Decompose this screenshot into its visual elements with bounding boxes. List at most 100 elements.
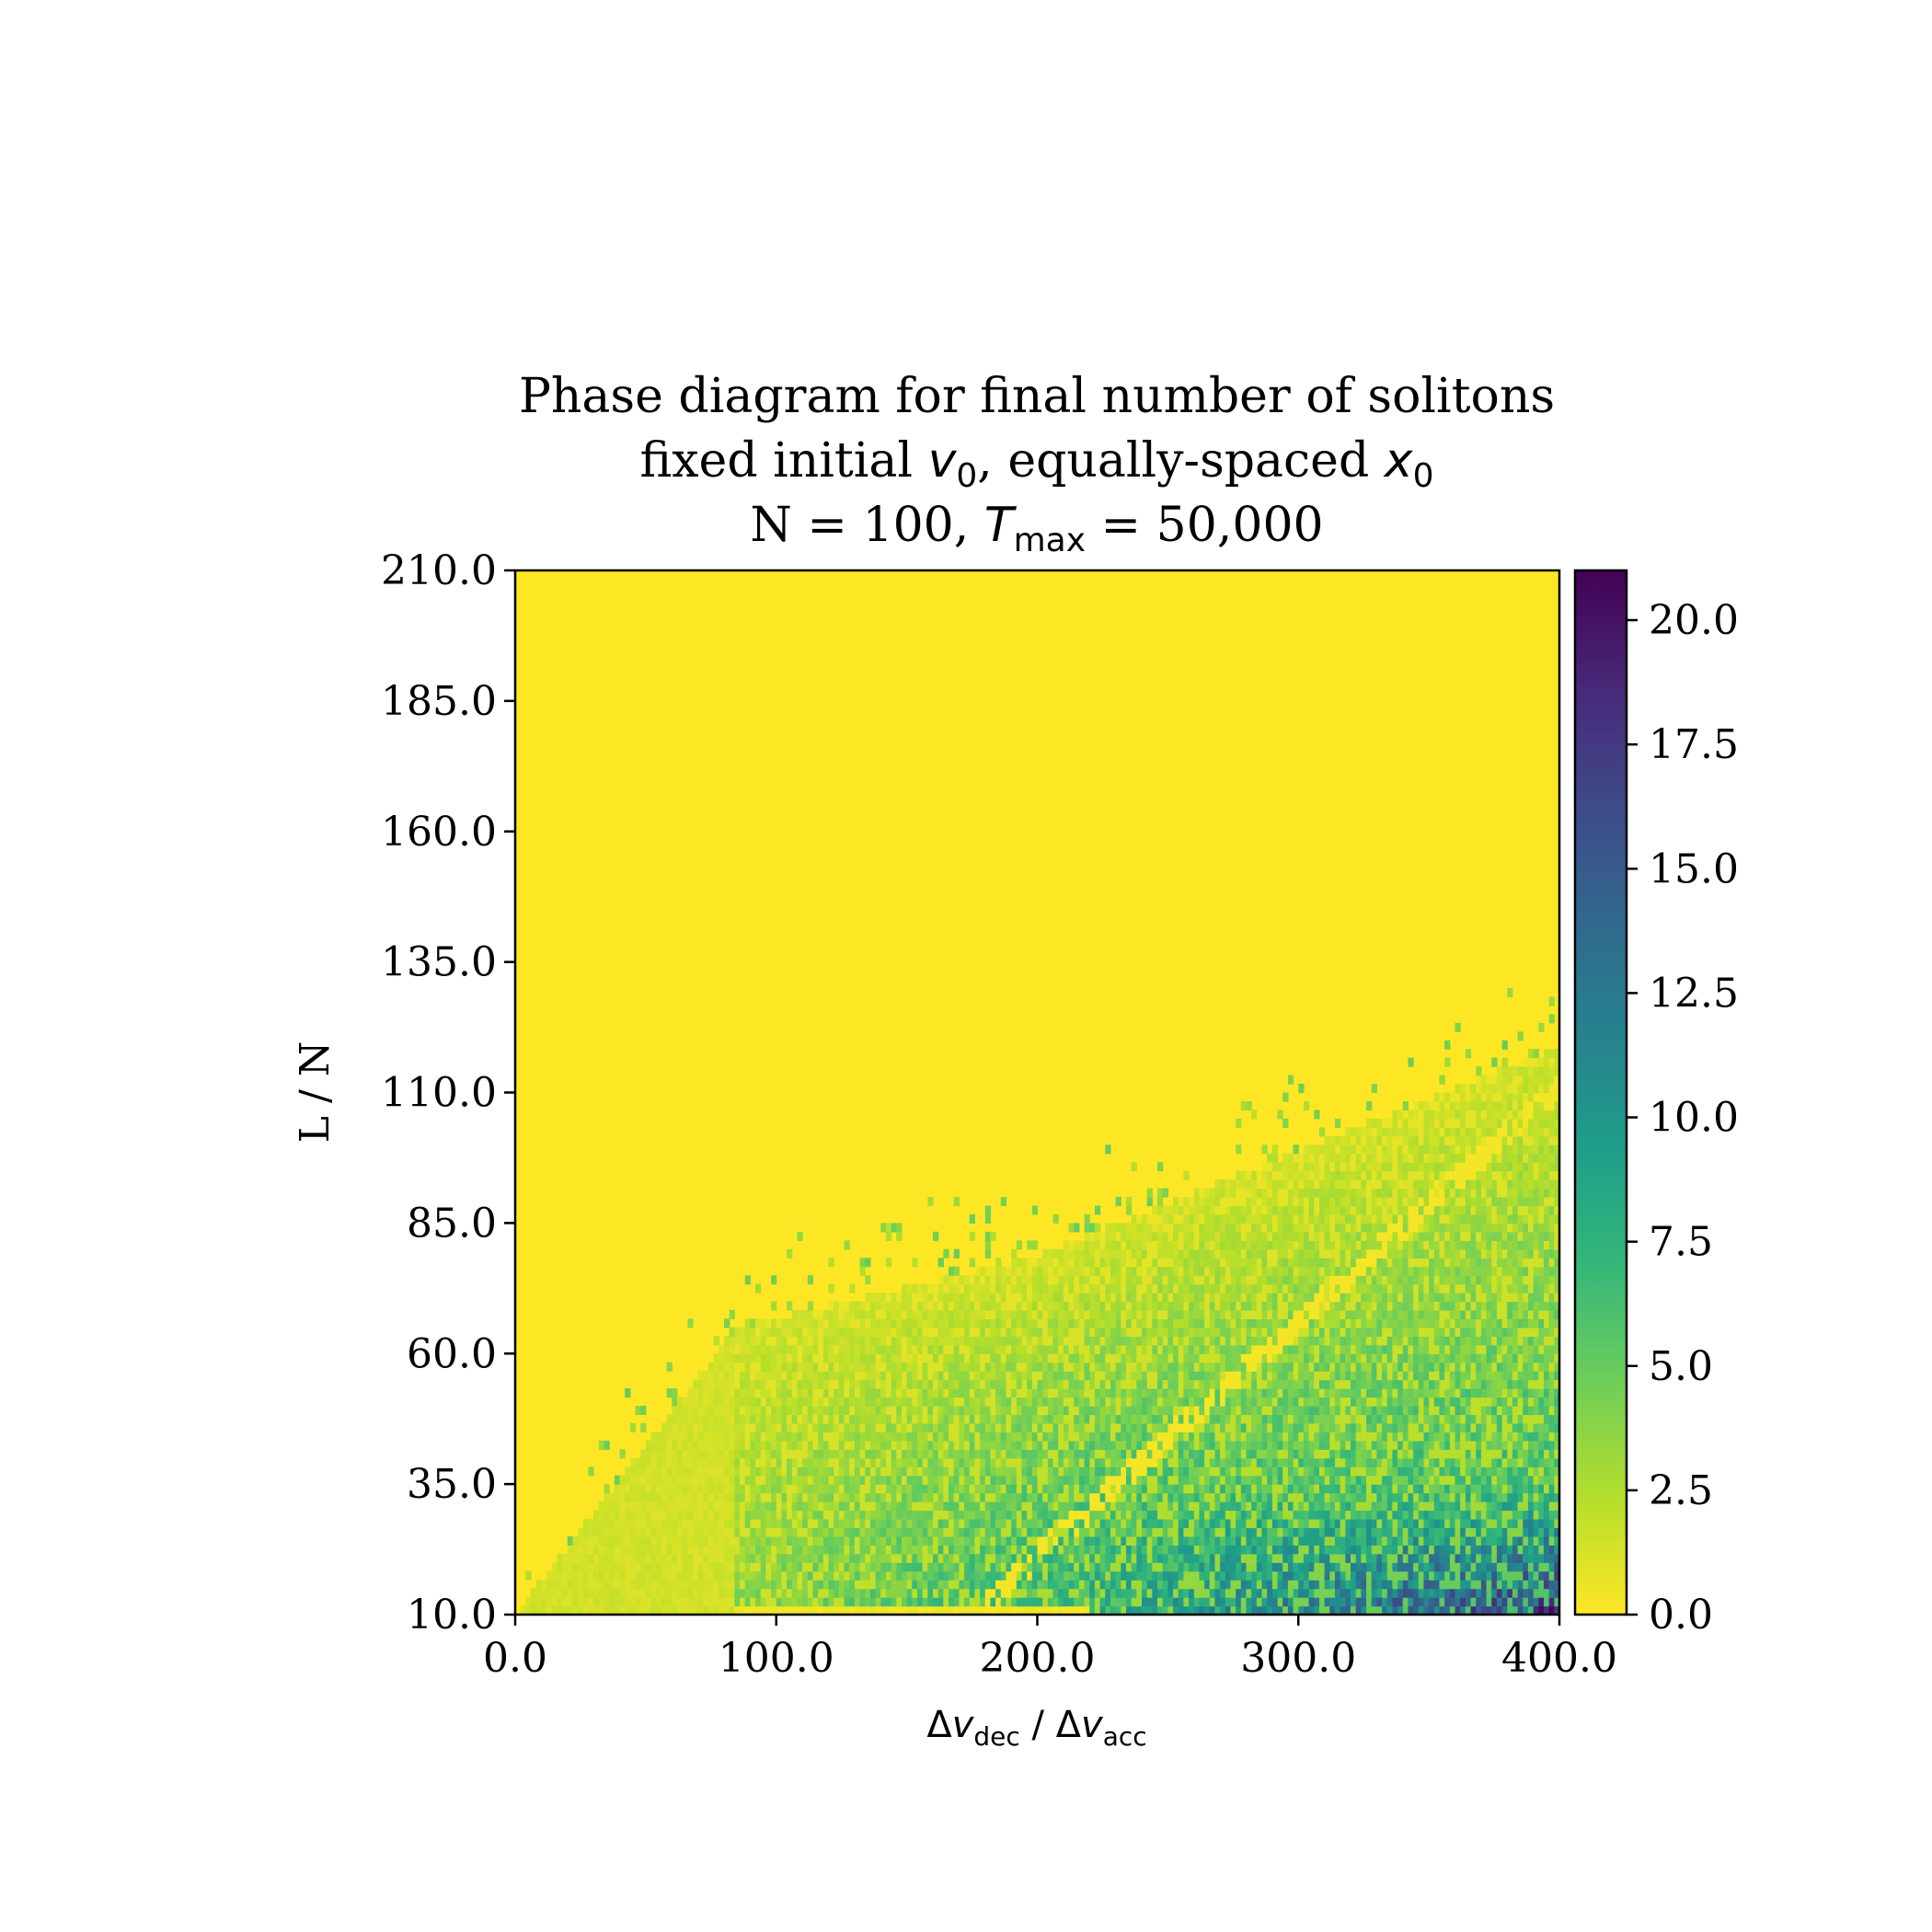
heatmap-cell: [1429, 1406, 1435, 1416]
heatmap-cell: [1444, 1475, 1451, 1485]
heatmap-cell: [1074, 1580, 1080, 1590]
heatmap-cell: [1000, 1562, 1007, 1572]
heatmap-cell: [1538, 1397, 1545, 1407]
heatmap-cell: [572, 1597, 579, 1607]
heatmap-cell: [974, 1553, 981, 1563]
heatmap-cell: [1152, 1605, 1158, 1615]
heatmap-cell: [1199, 1588, 1205, 1598]
heatmap-cell: [1078, 1562, 1086, 1572]
heatmap-cell: [818, 1414, 824, 1424]
heatmap-cell: [906, 1388, 913, 1398]
heatmap-cell: [927, 1440, 934, 1450]
heatmap-cell: [865, 1527, 871, 1537]
heatmap-cell: [974, 1440, 981, 1450]
plot-area: [513, 569, 1561, 1616]
heatmap-cell: [1193, 1388, 1201, 1398]
heatmap-cell: [593, 1570, 600, 1581]
heatmap-cell: [1543, 1449, 1550, 1459]
heatmap-cell: [740, 1449, 746, 1459]
heatmap-cell: [1220, 1492, 1226, 1502]
heatmap-cell: [896, 1422, 903, 1432]
heatmap-cell: [707, 1371, 715, 1381]
heatmap-cell: [933, 1545, 939, 1555]
heatmap-cell: [729, 1510, 735, 1520]
heatmap-cell: [755, 1406, 762, 1416]
heatmap-cell: [740, 1553, 746, 1563]
heatmap-cell: [1225, 1605, 1232, 1615]
heatmap-cell: [687, 1406, 694, 1416]
heatmap-cell: [661, 1484, 668, 1494]
heatmap-cell: [703, 1501, 709, 1512]
heatmap-cell: [1371, 1440, 1377, 1450]
heatmap-cell: [1261, 1518, 1268, 1529]
heatmap-cell: [1533, 1510, 1539, 1520]
heatmap-cell: [818, 1432, 824, 1442]
heatmap-cell: [1136, 1397, 1143, 1407]
heatmap-cell: [1157, 1414, 1164, 1424]
heatmap-cell: [598, 1501, 605, 1512]
heatmap-cell: [1308, 1422, 1315, 1432]
heatmap-cell: [1314, 1588, 1320, 1598]
heatmap-cell: [885, 1371, 892, 1381]
heatmap-cell: [1267, 1527, 1273, 1537]
heatmap-cell: [797, 1545, 803, 1555]
heatmap-cell: [922, 1518, 928, 1529]
heatmap-cell: [1246, 1466, 1252, 1477]
heatmap-cell: [1402, 1580, 1409, 1590]
heatmap-cell: [1110, 1492, 1117, 1502]
heatmap-cell: [1068, 1388, 1075, 1398]
heatmap-cell: [1167, 1545, 1174, 1555]
heatmap-cell: [713, 1422, 719, 1432]
heatmap-cell: [625, 1466, 631, 1477]
heatmap-cell: [1246, 1518, 1252, 1529]
heatmap-cell: [1256, 1588, 1263, 1598]
heatmap-cell: [676, 1440, 684, 1450]
heatmap-cell: [1125, 1570, 1133, 1581]
heatmap-cell: [562, 1580, 569, 1590]
heatmap-cell: [1501, 1440, 1508, 1450]
heatmap-cell: [625, 1388, 631, 1398]
heatmap-cell: [922, 1570, 928, 1581]
heatmap-cell: [1345, 1388, 1351, 1398]
heatmap-cell: [1527, 1492, 1535, 1502]
heatmap-cell: [760, 1492, 766, 1502]
heatmap-cell: [734, 1432, 741, 1442]
heatmap-cell: [838, 1379, 845, 1389]
heatmap-cell: [1418, 1527, 1425, 1537]
heatmap-cell: [1006, 1406, 1012, 1416]
heatmap-cell: [1455, 1475, 1461, 1485]
heatmap-cell: [1074, 1466, 1080, 1477]
heatmap-cell: [609, 1492, 615, 1502]
heatmap-cell: [1199, 1432, 1205, 1442]
heatmap-cell: [943, 1501, 949, 1512]
heatmap-cell: [1267, 1518, 1273, 1529]
heatmap-cell: [1345, 1475, 1351, 1485]
heatmap-cell: [980, 1545, 986, 1555]
heatmap-cell: [1538, 1414, 1545, 1424]
heatmap-cell: [1376, 1388, 1383, 1398]
heatmap-cell: [787, 1527, 793, 1537]
heatmap-cell: [1386, 1545, 1393, 1555]
heatmap-cell: [1554, 1527, 1559, 1537]
heatmap-cell: [776, 1422, 783, 1432]
heatmap-cell: [1142, 1597, 1148, 1607]
heatmap-cell: [1491, 1580, 1498, 1590]
heatmap-cell: [1318, 1422, 1326, 1432]
heatmap-cell: [1517, 1580, 1524, 1590]
heatmap-cell: [625, 1605, 631, 1615]
heatmap-cell: [1287, 1510, 1294, 1520]
heatmap-cell: [1476, 1580, 1482, 1590]
heatmap-cell: [713, 1466, 719, 1477]
heatmap-cell: [1298, 1422, 1305, 1432]
heatmap-cell: [1517, 1388, 1524, 1398]
heatmap-cell: [740, 1518, 746, 1529]
heatmap-cell: [1267, 1580, 1273, 1590]
heatmap-cell: [1460, 1449, 1466, 1459]
heatmap-cell: [650, 1553, 657, 1563]
heatmap-cell: [1429, 1422, 1435, 1432]
heatmap-cell: [1517, 1457, 1524, 1467]
heatmap-cell: [1345, 1422, 1351, 1432]
heatmap-cell: [1355, 1397, 1362, 1407]
heatmap-cell: [645, 1475, 652, 1485]
heatmap-cell: [1125, 1440, 1133, 1450]
